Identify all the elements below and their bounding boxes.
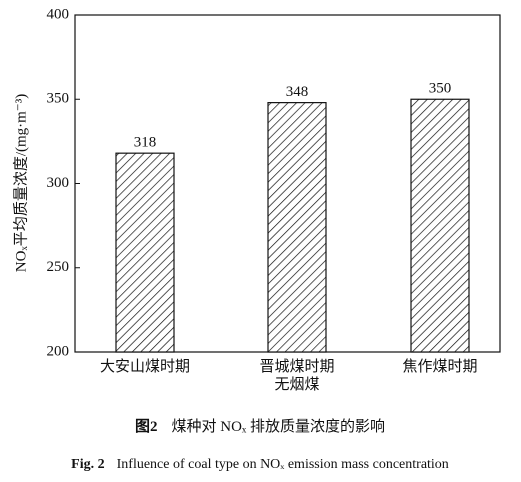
value-label: 318 xyxy=(134,135,157,151)
caption-en: Fig. 2 Influence of coal type on NOₓ emis… xyxy=(71,457,449,472)
y-tick-label: 400 xyxy=(47,6,70,22)
y-tick-label: 300 xyxy=(47,175,70,191)
bar xyxy=(267,102,327,353)
y-tick-label: 200 xyxy=(47,343,70,359)
x-tick-label-line: 大安山煤时期 xyxy=(100,358,190,375)
x-tick-label: 焦作煤时期 xyxy=(402,358,477,375)
value-label: 350 xyxy=(429,81,452,97)
caption-text: 煤种对 NOₓ 排放质量浓度的影响 xyxy=(171,418,385,435)
x-tick-label: 大安山煤时期 xyxy=(100,358,190,375)
x-tick-label-line: 焦作煤时期 xyxy=(402,358,477,375)
x-tick-label: 晋城煤时期无烟煤 xyxy=(259,358,334,393)
y-tick-label: 350 xyxy=(47,91,70,107)
caption: 图2 煤种对 NOₓ 排放质量浓度的影响 xyxy=(135,418,385,435)
x-tick-label-line: 晋城煤时期 xyxy=(259,358,334,375)
caption-en-label: Fig. 2 xyxy=(71,457,104,472)
caption-en-text: Influence of coal type on NOₓ emission m… xyxy=(117,457,449,472)
x-tick-label-line: 无烟煤 xyxy=(274,376,319,393)
caption-label: 图2 xyxy=(135,418,158,435)
bar xyxy=(115,152,175,353)
y-tick-label: 250 xyxy=(47,259,70,275)
bar xyxy=(410,98,470,353)
value-label: 348 xyxy=(286,84,309,100)
y-axis-title: NOₓ平均质量浓度/(mg·m⁻³) xyxy=(12,94,29,272)
